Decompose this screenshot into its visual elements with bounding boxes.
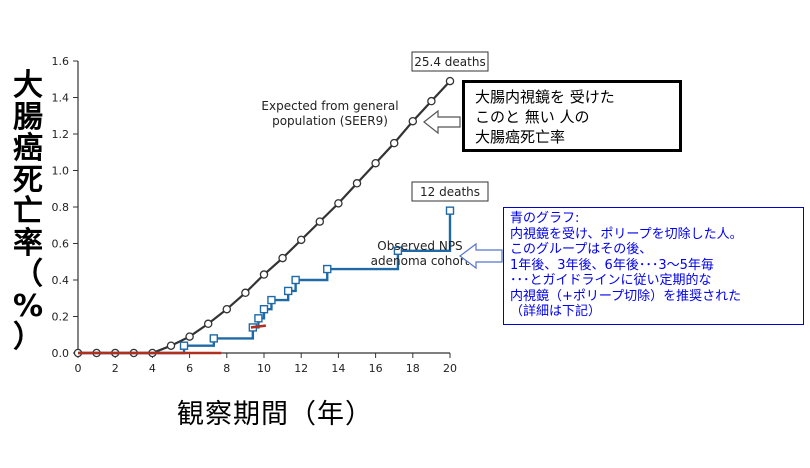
- expected-point: [389, 138, 399, 148]
- expected-callout: 大腸内視鏡を 受けた このと 無い 人の 大腸癌死亡率: [462, 80, 682, 152]
- y-tick-label: 0.8: [52, 201, 70, 214]
- observed-series-label: Observed NPS adenoma cohort: [371, 239, 470, 268]
- observed-point: [393, 246, 403, 256]
- expected-point: [259, 270, 269, 279]
- y-axis-title-char: 亡: [13, 194, 43, 229]
- series-observed: [78, 206, 455, 355]
- observed-deaths-label: 12 deaths: [420, 185, 480, 199]
- expected-point: [185, 332, 194, 341]
- expected-point: [427, 96, 436, 106]
- x-tick-label: 16: [369, 362, 383, 375]
- x-tick-label: 12: [294, 362, 308, 375]
- x-tick-label: 20: [443, 362, 457, 375]
- expected-point: [371, 158, 380, 168]
- expected-point: [278, 253, 287, 263]
- expected-point: [445, 76, 455, 86]
- y-tick-label: 1.2: [52, 128, 70, 141]
- observed-point: [445, 206, 455, 215]
- series-expected: [73, 76, 455, 358]
- red-segments: [78, 324, 267, 355]
- x-tick-label: 6: [186, 362, 193, 375]
- expected-series-label: Expected from general population (SEER9): [261, 99, 398, 128]
- y-tick-label: 0.2: [52, 311, 70, 324]
- observed-point: [259, 305, 269, 314]
- y-axis-title-char: 死: [13, 162, 43, 198]
- x-tick-label: 8: [223, 362, 230, 375]
- arrow-to-observed-icon: [459, 242, 503, 270]
- y-axis-title-char: 大: [13, 68, 43, 103]
- y-axis-title-char: ）: [13, 320, 43, 355]
- expected-point: [315, 217, 325, 226]
- observed-line: [78, 210, 452, 355]
- observed-point: [283, 286, 293, 296]
- y-axis-title-char: （: [13, 257, 43, 292]
- expected-deaths-label: 25.4 deaths: [414, 55, 485, 69]
- expected-point: [334, 199, 343, 208]
- y-tick-label: 0.0: [52, 347, 70, 360]
- expected-callout-text: 大腸内視鏡を 受けた このと 無い 人の 大腸癌死亡率: [475, 88, 615, 146]
- x-tick-label: 4: [149, 362, 156, 375]
- x-tick-label: 10: [257, 362, 271, 375]
- x-tick-label: 14: [331, 362, 345, 375]
- x-tick-label: 0: [75, 362, 82, 375]
- observed-point: [323, 264, 332, 274]
- expected-deaths-box: 25.4 deaths: [411, 51, 489, 72]
- observed-point: [291, 275, 300, 285]
- y-tick-label: 1.0: [52, 165, 70, 178]
- expected-point: [296, 235, 306, 245]
- y-axis-title-char: 癌: [13, 131, 43, 166]
- y-tick-label: 0.4: [52, 274, 70, 287]
- chart-axes: 0.0 0.2 0.4 0.6 0.8 1.0 1.2 1.4 1.6 0 2 4 6 8 10 12 14 16…: [52, 55, 458, 375]
- observed-callout: 青のグラフ: 内視鏡を受け、ポリープを切除した人。 このグループはその後、 1年…: [503, 207, 804, 325]
- y-axis-title-char: 率: [13, 225, 43, 261]
- red-segment: [250, 324, 267, 329]
- observed-point: [209, 334, 218, 343]
- x-axis-title: 観察期間（年）: [177, 399, 373, 430]
- x-tick-label: 2: [112, 362, 119, 375]
- y-tick-label: 0.6: [52, 238, 70, 251]
- expected-point: [352, 179, 362, 188]
- y-axis-title-char: %: [12, 288, 44, 324]
- y-axis-title-char: 腸: [13, 99, 43, 135]
- expected-point: [241, 288, 250, 298]
- y-tick-label: 1.4: [52, 92, 70, 105]
- observed-point: [254, 314, 263, 323]
- expected-point: [408, 116, 418, 126]
- expected-point: [166, 341, 176, 350]
- expected-point: [222, 304, 232, 314]
- expected-point: [203, 319, 213, 329]
- x-tick-label: 18: [406, 362, 420, 375]
- observed-point: [267, 295, 276, 305]
- observed-point: [179, 341, 189, 350]
- y-tick-label: 1.6: [52, 55, 70, 68]
- arrow-to-expected-icon: [423, 109, 461, 135]
- observed-deaths-box: 12 deaths: [411, 181, 489, 202]
